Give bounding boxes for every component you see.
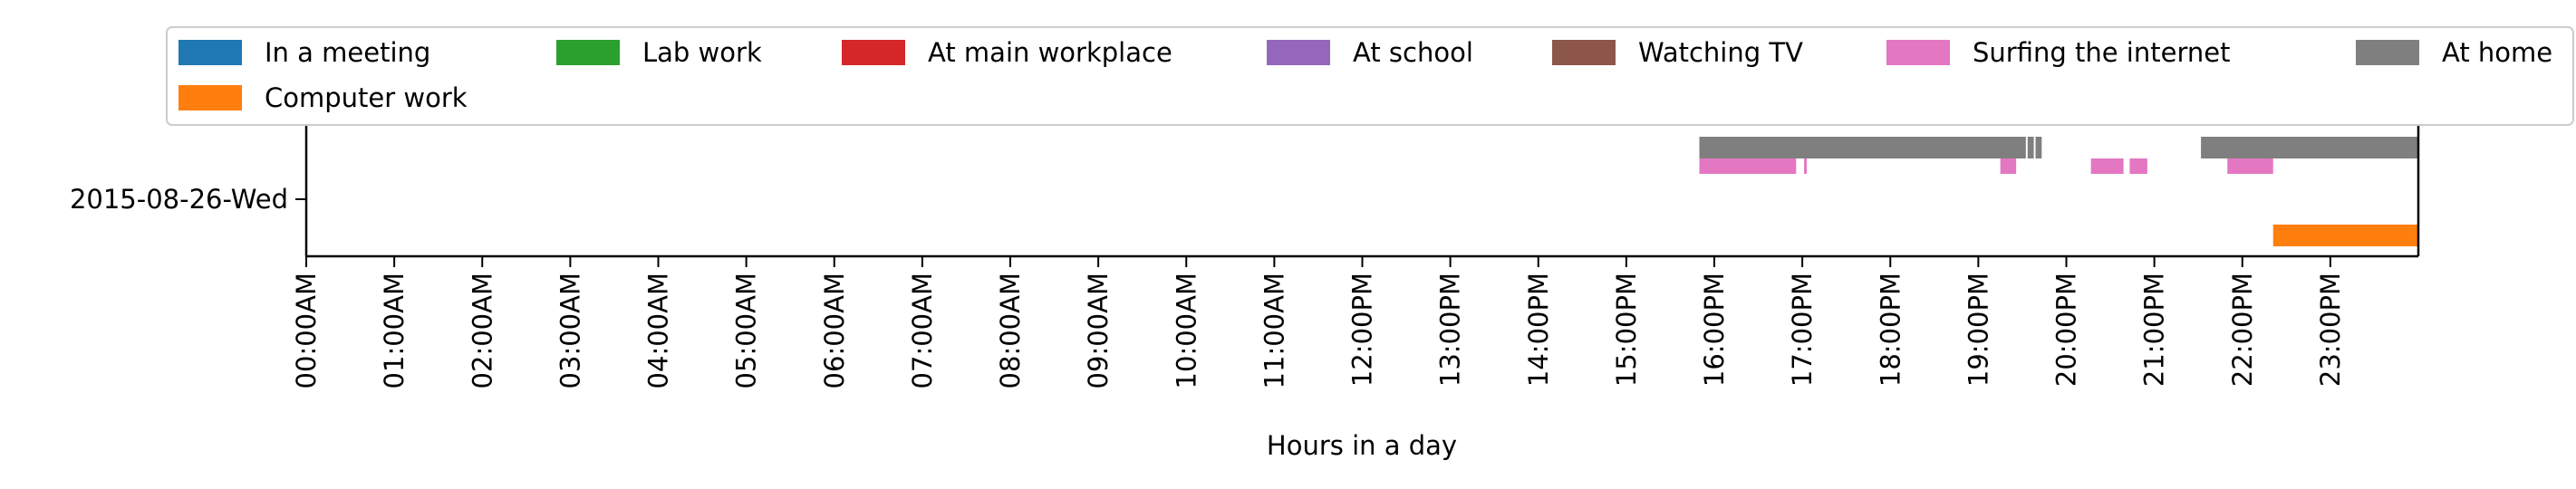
- axes: [304, 125, 2420, 258]
- x-tick-label: 22:00PM: [2227, 273, 2258, 387]
- activity-bars: [1699, 137, 2418, 246]
- bar-computer-work-0: [2272, 225, 2418, 246]
- legend-swatch-computer-work: [178, 85, 242, 110]
- x-tick-label: 16:00PM: [1699, 273, 1730, 387]
- legend-label: At home: [2442, 37, 2552, 68]
- legend-swatch-lab-work: [556, 40, 620, 65]
- x-tick-label: 05:00AM: [731, 273, 762, 388]
- legend-label: At school: [1353, 37, 1473, 68]
- legend-swatch-at-home: [2356, 40, 2419, 65]
- x-tick-label: 11:00AM: [1259, 273, 1289, 388]
- x-tick-label: 10:00AM: [1171, 273, 1201, 388]
- bar-at-home-2: [2035, 137, 2042, 158]
- x-tick-label: 19:00PM: [1963, 273, 1993, 387]
- x-tick-label: 00:00AM: [291, 273, 322, 388]
- x-tick-label: 06:00AM: [819, 273, 850, 388]
- legend-label: Watching TV: [1638, 37, 1803, 68]
- x-axis-ticks: 00:00AM 01:00AM 02:00AM 03:00AM 04:00AM 05:00…: [291, 256, 2346, 388]
- bar-at-home-1: [2027, 137, 2034, 158]
- x-axis-label: Hours in a day: [1267, 430, 1457, 461]
- legend-label: In a meeting: [265, 37, 430, 68]
- y-tick-label: 2015-08-26-Wed: [70, 184, 288, 215]
- legend-swatch-watching-tv: [1552, 40, 1616, 65]
- bar-surfing-the-internet-0: [1699, 158, 1797, 174]
- legend-swatch-at-main-workplace: [842, 40, 905, 65]
- legend-swatch-at-school: [1267, 40, 1330, 65]
- x-tick-label: 09:00AM: [1083, 273, 1114, 388]
- x-tick-label: 23:00PM: [2315, 273, 2346, 387]
- bar-surfing-the-internet-5: [2227, 158, 2273, 174]
- x-tick-label: 14:00PM: [1523, 273, 1554, 387]
- legend-swatch-in-a-meeting: [178, 40, 242, 65]
- x-tick-label: 17:00PM: [1787, 273, 1818, 387]
- bar-surfing-the-internet-4: [2129, 158, 2147, 174]
- bar-surfing-the-internet-3: [2090, 158, 2124, 174]
- x-tick-label: 18:00PM: [1875, 273, 1905, 387]
- x-tick-label: 03:00AM: [555, 273, 585, 388]
- legend: In a meeting Lab work At main workplace At …: [166, 26, 2574, 126]
- bar-at-home-3: [2201, 137, 2418, 158]
- x-tick-label: 02:00AM: [467, 273, 497, 388]
- bar-at-home-0: [1699, 137, 2026, 158]
- x-tick-label: 08:00AM: [995, 273, 1026, 388]
- legend-label: At main workplace: [928, 37, 1172, 68]
- y-axis-ticks: 2015-08-26-Wed: [70, 184, 306, 215]
- legend-frame: [166, 26, 2574, 126]
- x-tick-label: 21:00PM: [2139, 273, 2170, 387]
- bar-surfing-the-internet-2: [2000, 158, 2017, 174]
- x-tick-label: 07:00AM: [907, 273, 938, 388]
- x-tick-label: 12:00PM: [1347, 273, 1378, 387]
- x-tick-label: 13:00PM: [1435, 273, 1466, 387]
- legend-label: Computer work: [265, 82, 468, 113]
- x-tick-label: 15:00PM: [1611, 273, 1642, 387]
- x-tick-label: 01:00AM: [379, 273, 410, 388]
- legend-swatch-surfing-the-internet: [1886, 40, 1950, 65]
- bar-surfing-the-internet-1: [1804, 158, 1807, 174]
- x-tick-label: 20:00PM: [2051, 273, 2082, 387]
- legend-label: Surfing the internet: [1973, 37, 2230, 68]
- x-tick-label: 04:00AM: [643, 273, 674, 388]
- legend-label: Lab work: [642, 37, 762, 68]
